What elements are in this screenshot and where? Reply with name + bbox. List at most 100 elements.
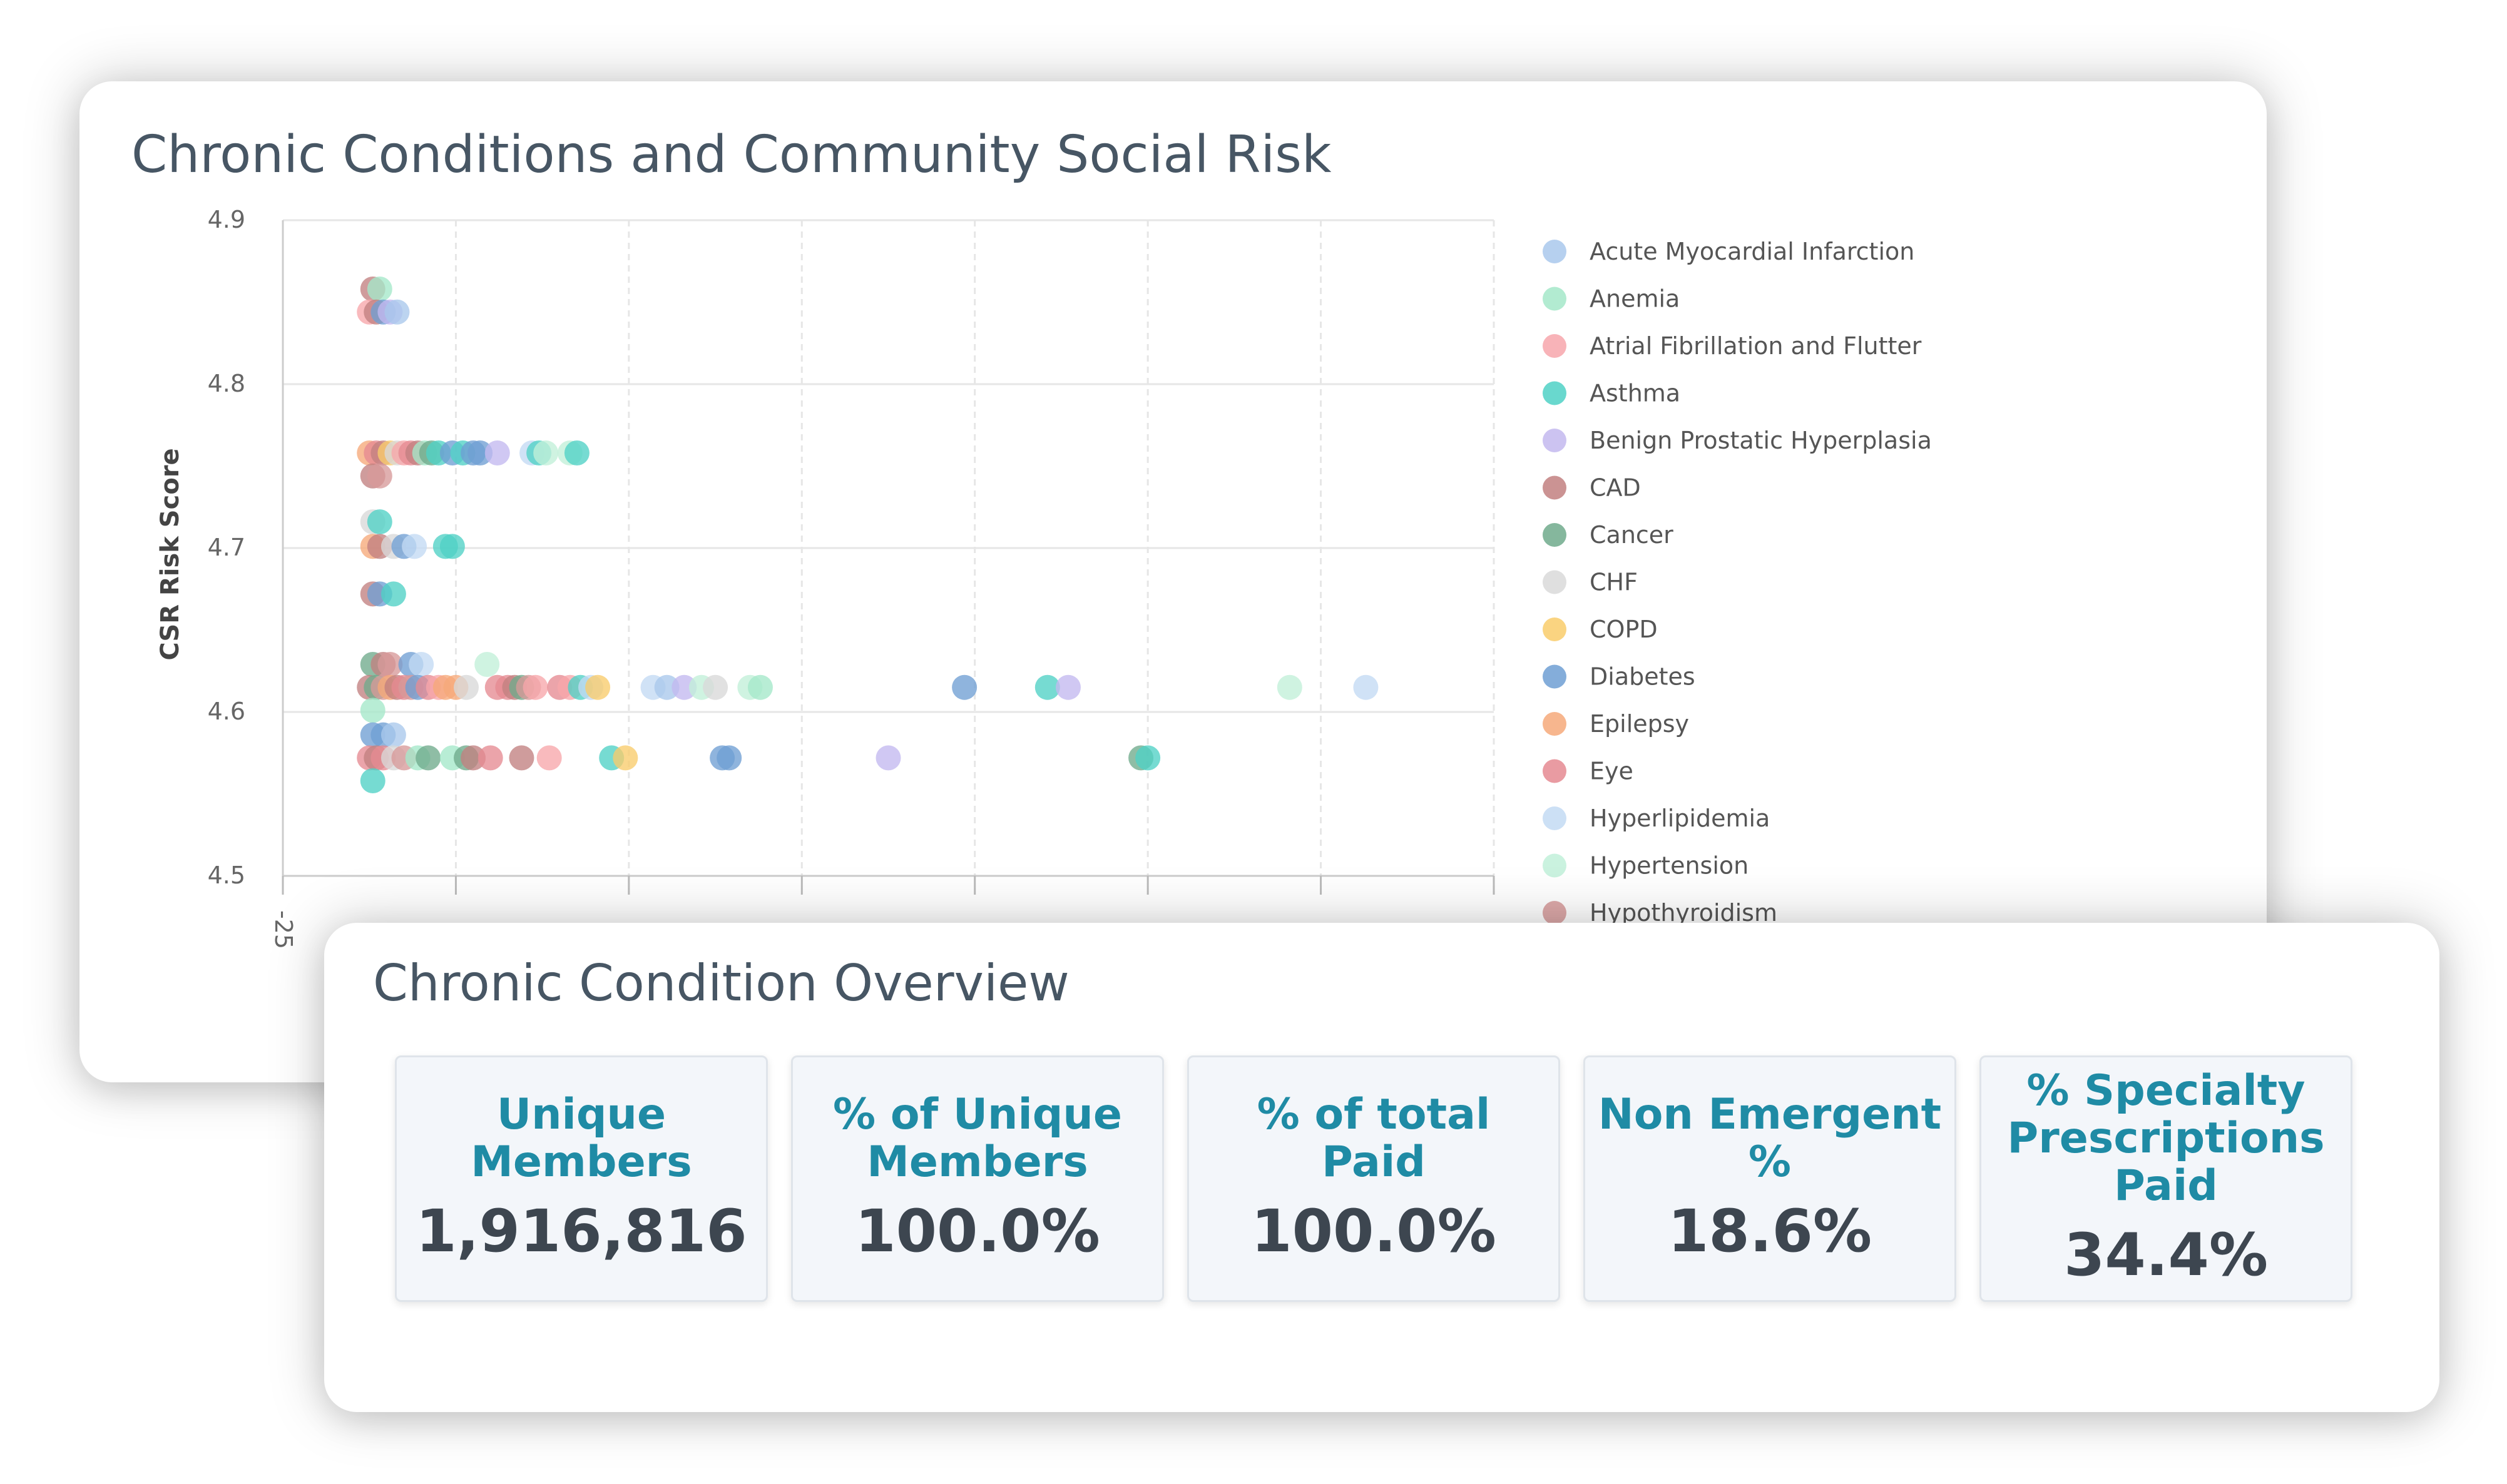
scatter-point[interactable] — [1034, 674, 1060, 700]
data-points — [357, 277, 1379, 794]
kpi-tile-non-emergent[interactable]: Non Emergent % 18.6% — [1583, 1055, 1956, 1302]
y-tick-label: 4.8 — [208, 370, 245, 397]
kpi-tile-unique-members[interactable]: Unique Members 1,916,816 — [395, 1055, 768, 1302]
legend-label: COPD — [1590, 616, 1658, 643]
legend-label: CAD — [1590, 474, 1641, 502]
scatter-point[interactable] — [454, 674, 479, 700]
legend-item[interactable]: Eye — [1543, 758, 1633, 785]
scatter-point[interactable] — [523, 674, 548, 700]
scatter-point[interactable] — [467, 440, 493, 466]
overview-title: Chronic Condition Overview — [373, 954, 1070, 1012]
legend-swatch — [1543, 570, 1566, 594]
scatter-point[interactable] — [461, 745, 486, 771]
chart-title: Chronic Conditions and Community Social … — [131, 125, 1332, 185]
scatter-point[interactable] — [360, 698, 385, 723]
legend-swatch — [1543, 381, 1566, 405]
scatter-point[interactable] — [654, 674, 680, 700]
legend-label: Hypertension — [1590, 852, 1749, 880]
kpi-value: 100.0% — [855, 1197, 1100, 1266]
scatter-point[interactable] — [1277, 674, 1302, 700]
legend-swatch — [1543, 759, 1566, 783]
legend-item[interactable]: Acute Myocardial Infarction — [1543, 238, 1914, 265]
legend-label: Epilepsy — [1590, 710, 1689, 738]
scatter-point[interactable] — [952, 674, 978, 700]
legend-label: Diabetes — [1590, 663, 1695, 691]
y-tick-label: 4.5 — [208, 861, 245, 889]
scatter-point[interactable] — [367, 463, 392, 489]
scatter-point[interactable] — [1135, 745, 1161, 771]
legend-item[interactable]: Cancer — [1543, 521, 1673, 549]
legend-item[interactable]: Hypothyroidism — [1543, 899, 1777, 927]
legend-item[interactable]: Benign Prostatic Hyperplasia — [1543, 427, 1932, 454]
legend-swatch — [1543, 240, 1566, 263]
legend-swatch — [1543, 806, 1566, 830]
kpi-value: 18.6% — [1667, 1197, 1872, 1266]
scatter-point[interactable] — [477, 745, 503, 771]
legend-item[interactable]: Hyperlipidemia — [1543, 805, 1770, 832]
legend-label: CHF — [1590, 569, 1638, 596]
legend-label: Hyperlipidemia — [1590, 805, 1770, 832]
legend-item[interactable]: COPD — [1543, 616, 1658, 643]
scatter-point[interactable] — [367, 509, 392, 535]
kpi-label: Non Emergent % — [1598, 1090, 1942, 1187]
legend-swatch — [1543, 712, 1566, 736]
scatter-point[interactable] — [377, 652, 403, 678]
x-tick-label: -25 — [270, 910, 297, 949]
scatter-point[interactable] — [384, 299, 410, 325]
scatter-point[interactable] — [671, 674, 697, 700]
legend-item[interactable]: Asthma — [1543, 380, 1680, 407]
scatter-point[interactable] — [876, 745, 901, 771]
scatter-point[interactable] — [536, 745, 562, 771]
scatter-point[interactable] — [585, 674, 611, 700]
legend: Acute Myocardial Infarction Anemia Atrial … — [1543, 238, 1932, 927]
overview-card: Chronic Condition Overview Unique Member… — [324, 923, 2439, 1412]
legend-item[interactable]: Hypertension — [1543, 852, 1749, 880]
legend-item[interactable]: Diabetes — [1543, 663, 1695, 691]
scatter-point[interactable] — [747, 674, 773, 700]
legend-item[interactable]: Atrial Fibrillation and Flutter — [1543, 332, 1922, 360]
scatter-point[interactable] — [509, 745, 534, 771]
kpi-label: % of total Paid — [1257, 1090, 1491, 1187]
y-axis-title: CSR Risk Score — [156, 448, 185, 660]
chart-card: Chronic Conditions and Community Social … — [79, 81, 2267, 1082]
legend-swatch — [1543, 475, 1566, 500]
scatter-point[interactable] — [717, 745, 742, 771]
legend-label: Acute Myocardial Infarction — [1590, 238, 1914, 265]
legend-item[interactable]: CAD — [1543, 474, 1641, 502]
kpi-tile-pct-total-paid[interactable]: % of total Paid 100.0% — [1187, 1055, 1560, 1302]
legend-swatch — [1543, 901, 1566, 925]
kpi-value: 1,916,816 — [416, 1197, 747, 1266]
scatter-point[interactable] — [703, 674, 728, 700]
legend-swatch — [1543, 664, 1566, 689]
legend-swatch — [1543, 429, 1566, 452]
scatter-point[interactable] — [533, 440, 559, 466]
legend-item[interactable]: CHF — [1543, 569, 1638, 596]
scatter-point[interactable] — [484, 440, 510, 466]
scatter-point[interactable] — [416, 745, 441, 771]
scatter-point[interactable] — [613, 745, 638, 771]
kpi-label: % Specialty Prescriptions Paid — [2007, 1066, 2325, 1211]
legend-item[interactable]: Anemia — [1543, 285, 1680, 313]
scatter-point[interactable] — [1353, 674, 1379, 700]
legend-swatch — [1543, 853, 1566, 878]
legend-swatch — [1543, 334, 1566, 358]
legend-item[interactable]: Epilepsy — [1543, 710, 1689, 738]
scatter-point[interactable] — [402, 534, 427, 559]
scatter-point[interactable] — [409, 652, 434, 678]
y-tick-label: 4.9 — [208, 206, 245, 233]
scatter-point[interactable] — [1055, 674, 1081, 700]
scatter-point[interactable] — [564, 440, 590, 466]
axes: 4.9 4.8 4.7 4.6 4.5 -25 CSR Risk Score — [156, 206, 1495, 949]
scatter-point[interactable] — [474, 652, 500, 678]
kpi-tile-pct-unique-members[interactable]: % of Unique Members 100.0% — [791, 1055, 1164, 1302]
scatter-point[interactable] — [439, 534, 465, 559]
scatter-point[interactable] — [360, 768, 385, 794]
scatter-point[interactable] — [380, 581, 406, 607]
legend-label: Atrial Fibrillation and Flutter — [1590, 332, 1922, 360]
scatter-point[interactable] — [380, 722, 406, 748]
scatter-point[interactable] — [367, 277, 392, 302]
legend-label: Asthma — [1590, 380, 1680, 407]
kpi-tile-specialty-rx[interactable]: % Specialty Prescriptions Paid 34.4% — [1979, 1055, 2352, 1302]
kpi-label: Unique Members — [471, 1090, 692, 1187]
legend-label: Anemia — [1590, 285, 1680, 313]
